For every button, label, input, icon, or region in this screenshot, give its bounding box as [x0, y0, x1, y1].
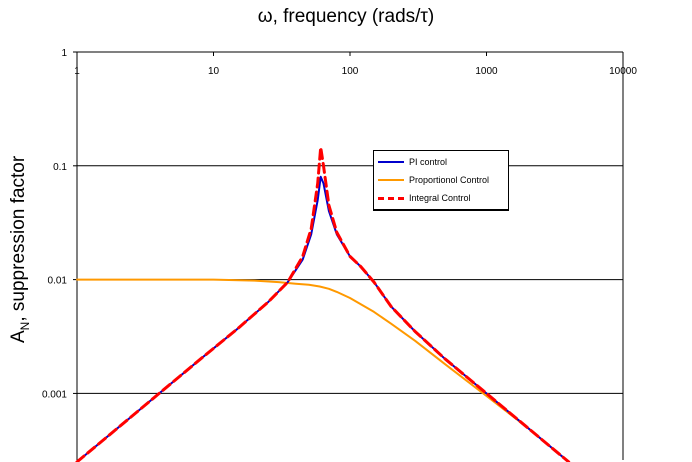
y-tick-label: 0.001	[42, 389, 67, 400]
grid-lines	[77, 51, 623, 394]
legend-label-integral: Integral Control	[409, 193, 471, 203]
legend-swatch-integral	[378, 196, 404, 200]
axes	[73, 51, 624, 460]
x-tick-label: 1000	[475, 66, 498, 77]
y-tick-label: 0.01	[48, 276, 68, 287]
series-line-integral	[75, 145, 571, 462]
legend-swatch-proportional	[378, 179, 404, 181]
legend: PI control Proportionol Control Integral…	[373, 150, 509, 211]
y-tick-label: 1	[61, 48, 67, 59]
legend-item-pi: PI control	[378, 155, 447, 169]
series-line-proportional	[76, 278, 570, 462]
legend-item-integral: Integral Control	[378, 191, 471, 205]
x-tick-label: 100	[342, 66, 359, 77]
legend-item-proportional: Proportionol Control	[378, 173, 489, 187]
series-lines	[75, 145, 571, 462]
legend-swatch-pi	[378, 161, 404, 163]
y-tick-label: 0.1	[53, 162, 67, 173]
tick-labels: 1 0.1 0.01 0.001 1 10 100 1000 10000	[42, 48, 637, 400]
x-tick-label: 1	[74, 66, 80, 77]
x-tick-label: 10000	[609, 66, 637, 77]
legend-label-proportional: Proportionol Control	[409, 175, 490, 185]
series-line-pi	[76, 175, 570, 462]
chart-title: ω, frequency (rads/τ)	[257, 6, 435, 27]
legend-label-pi: PI control	[409, 157, 448, 167]
x-tick-label: 10	[208, 66, 220, 77]
